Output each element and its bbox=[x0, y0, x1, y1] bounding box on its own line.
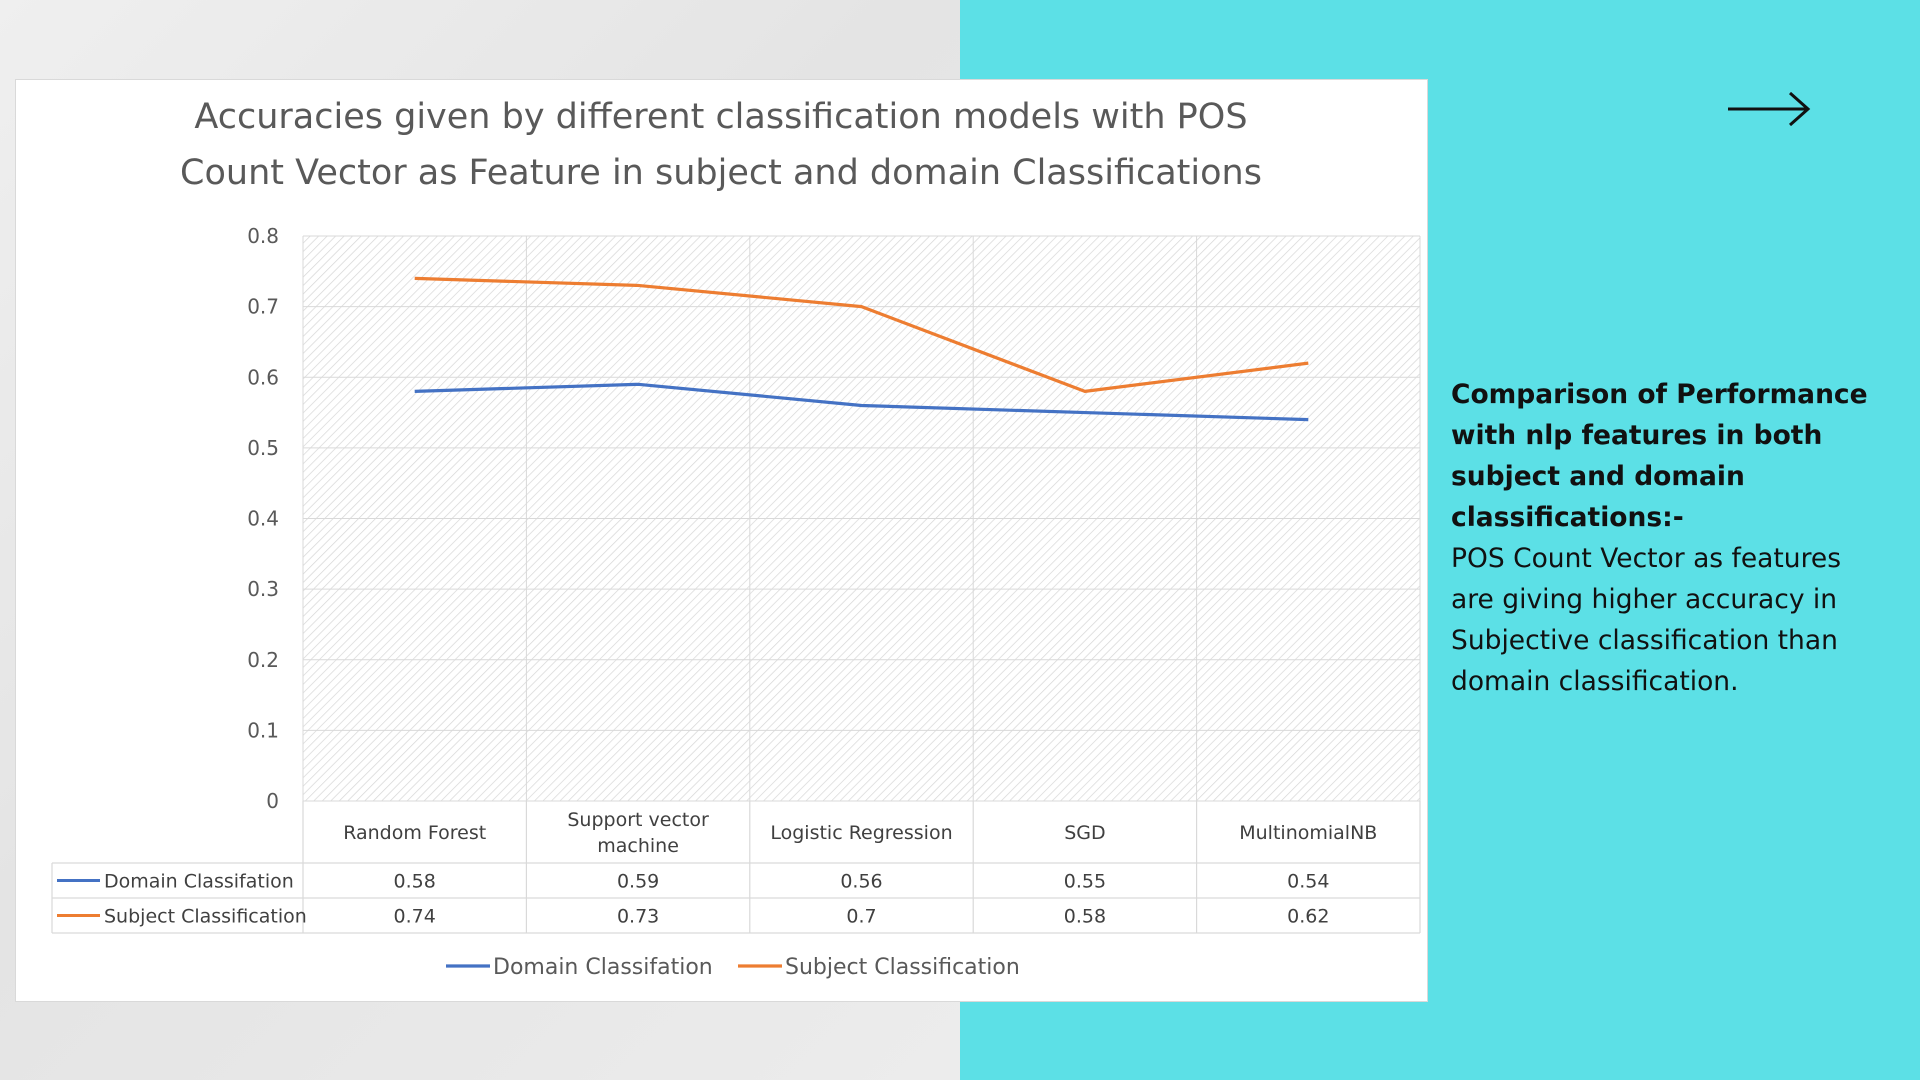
series-line bbox=[414, 276, 1309, 393]
y-tick-label: 0.3 bbox=[247, 577, 279, 601]
series-line bbox=[414, 382, 1309, 422]
data-table-cell: 0.73 bbox=[617, 906, 659, 928]
slide-heading: Comparison of Performance with nlp featu… bbox=[1451, 379, 1868, 533]
y-tick-label: 0 bbox=[266, 789, 279, 813]
slide-body: POS Count Vector as features are giving … bbox=[1451, 543, 1842, 697]
legend-label: Subject Classification bbox=[785, 955, 1020, 980]
data-table-cell: 0.59 bbox=[617, 871, 659, 893]
line-chart: Accuracies given by different classifica… bbox=[51, 97, 1421, 980]
y-tick-label: 0.6 bbox=[247, 365, 279, 389]
x-category-label: SGD bbox=[1064, 822, 1105, 844]
chart-title-line: Count Vector as Feature in subject and d… bbox=[180, 153, 1262, 193]
y-tick-label: 0.1 bbox=[247, 718, 279, 742]
data-table-cell: 0.56 bbox=[840, 871, 882, 893]
data-table-cell: 0.55 bbox=[1064, 871, 1106, 893]
data-table-cell: 0.7 bbox=[846, 906, 876, 928]
slide-text: Comparison of Performance with nlp featu… bbox=[1451, 374, 1891, 702]
chart-card: Accuracies given by different classifica… bbox=[15, 79, 1428, 1002]
y-tick-label: 0.8 bbox=[247, 224, 279, 248]
data-table-cell: 0.54 bbox=[1287, 871, 1329, 893]
y-tick-label: 0.5 bbox=[247, 436, 279, 460]
y-tick-label: 0.4 bbox=[247, 507, 279, 531]
x-category-label: Random Forest bbox=[343, 822, 486, 844]
data-table-cell: 0.62 bbox=[1287, 906, 1329, 928]
y-tick-label: 0.7 bbox=[247, 295, 279, 319]
data-table-cell: 0.58 bbox=[1064, 906, 1106, 928]
table-series-name: Subject Classification bbox=[104, 906, 307, 928]
data-table-cell: 0.74 bbox=[394, 906, 436, 928]
x-category-label: machine bbox=[597, 835, 679, 857]
x-category-label: Logistic Regression bbox=[770, 822, 952, 844]
y-tick-label: 0.2 bbox=[247, 648, 279, 672]
x-category-label: MultinomialNB bbox=[1239, 822, 1377, 844]
chart-title-line: Accuracies given by different classifica… bbox=[194, 97, 1247, 137]
legend-label: Domain Classifation bbox=[493, 955, 713, 980]
table-series-name: Domain Classifation bbox=[104, 871, 294, 893]
x-category-label: Support vector bbox=[567, 809, 709, 831]
right-arrow-icon[interactable] bbox=[1726, 88, 1812, 130]
data-table-cell: 0.58 bbox=[394, 871, 436, 893]
